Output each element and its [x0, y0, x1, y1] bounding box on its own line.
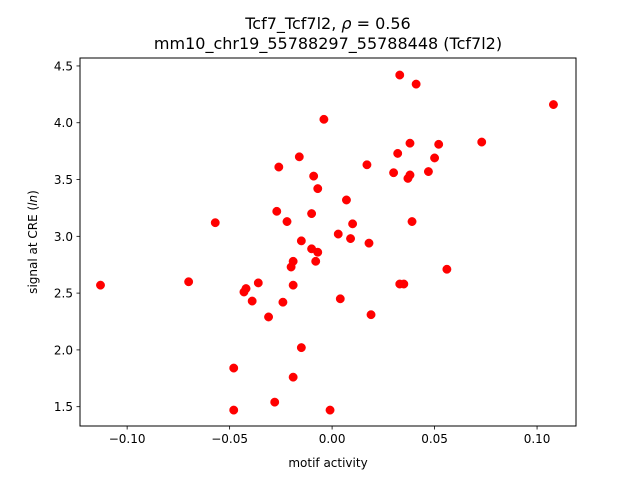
- data-point-10: [264, 312, 274, 322]
- data-point-28: [313, 247, 323, 257]
- data-point-26: [311, 256, 321, 266]
- data-point-53: [477, 137, 487, 147]
- data-point-7: [241, 284, 251, 294]
- data-point-31: [333, 229, 343, 239]
- data-point-4: [229, 363, 239, 373]
- y-tick-label-3: 2.5: [54, 287, 73, 301]
- data-point-14: [278, 297, 288, 307]
- data-point-35: [348, 219, 358, 229]
- y-tick-label-2: 2.0: [54, 343, 73, 357]
- x-tick-label-2: −0.05: [211, 432, 248, 446]
- y-axis-label-suffix: ): [26, 190, 40, 195]
- data-point-2: [184, 277, 194, 287]
- data-point-30: [325, 405, 335, 415]
- data-point-43: [399, 279, 409, 289]
- data-point-8: [247, 296, 257, 306]
- x-tick-label-4: 0.05: [421, 432, 448, 446]
- x-tick-label-1: −0.10: [109, 432, 146, 446]
- data-point-25: [309, 171, 319, 181]
- data-point-46: [405, 138, 415, 148]
- data-point-47: [407, 217, 417, 227]
- data-point-29: [319, 114, 329, 124]
- data-point-12: [272, 206, 282, 216]
- x-axis-label: motif activity: [288, 456, 367, 470]
- data-point-52: [442, 264, 452, 274]
- data-point-45: [405, 170, 415, 180]
- data-point-1: [96, 280, 105, 290]
- data-point-51: [434, 139, 444, 149]
- chart-title-main: Tcf7_Tcf7l2,: [244, 14, 341, 34]
- chart-title: Tcf7_Tcf7l2, ρ = 0.56: [244, 14, 410, 34]
- data-point-40: [393, 148, 403, 158]
- data-point-22: [296, 343, 306, 353]
- y-axis-label-prefix: signal at CRE (: [26, 206, 40, 294]
- data-point-9: [253, 278, 263, 288]
- data-point-37: [364, 238, 374, 248]
- data-point-23: [307, 209, 317, 219]
- data-point-18: [288, 372, 298, 382]
- data-point-39: [389, 168, 399, 178]
- data-point-13: [274, 162, 284, 172]
- x-tick-label-5: 0.10: [524, 432, 551, 446]
- plot-frame: [79, 57, 577, 427]
- data-point-41: [395, 70, 405, 80]
- data-point-27: [313, 184, 323, 194]
- data-point-21: [296, 236, 306, 246]
- data-point-3: [210, 218, 220, 228]
- data-point-49: [423, 167, 433, 177]
- data-point-17: [288, 256, 298, 266]
- x-tick-label-3: 0.00: [319, 432, 346, 446]
- data-point-11: [270, 397, 280, 407]
- ticks-layer: −0.10 −0.05 0.00 0.05 0.10 1.5 2.0 2.5 3.0 3.5 4.0…: [54, 59, 551, 446]
- y-tick-label-7: 4.5: [54, 59, 73, 73]
- data-point-19: [288, 280, 298, 290]
- data-point-36: [362, 160, 372, 170]
- y-tick-label-1: 1.5: [54, 400, 73, 414]
- data-point-32: [335, 294, 345, 304]
- data-point-20: [294, 152, 304, 162]
- data-point-15: [282, 217, 292, 227]
- data-point-38: [366, 310, 376, 320]
- data-point-5: [229, 405, 239, 415]
- points-layer: [96, 70, 558, 415]
- data-point-54: [549, 100, 558, 110]
- data-point-50: [430, 153, 440, 163]
- y-axis-label: signal at CRE (ln): [26, 190, 40, 294]
- chart-title-rho-value: = 0.56: [352, 14, 411, 33]
- chart-subtitle: mm10_chr19_55788297_55788448 (Tcf7l2): [154, 34, 502, 54]
- data-point-33: [342, 195, 351, 205]
- data-point-34: [346, 234, 355, 244]
- y-tick-label-6: 4.0: [54, 116, 73, 130]
- y-axis-label-italic: ln: [26, 195, 40, 206]
- chart-title-rho: ρ: [341, 14, 351, 33]
- data-point-48: [411, 79, 421, 89]
- y-tick-label-5: 3.5: [54, 173, 73, 187]
- y-tick-label-4: 3.0: [54, 230, 73, 244]
